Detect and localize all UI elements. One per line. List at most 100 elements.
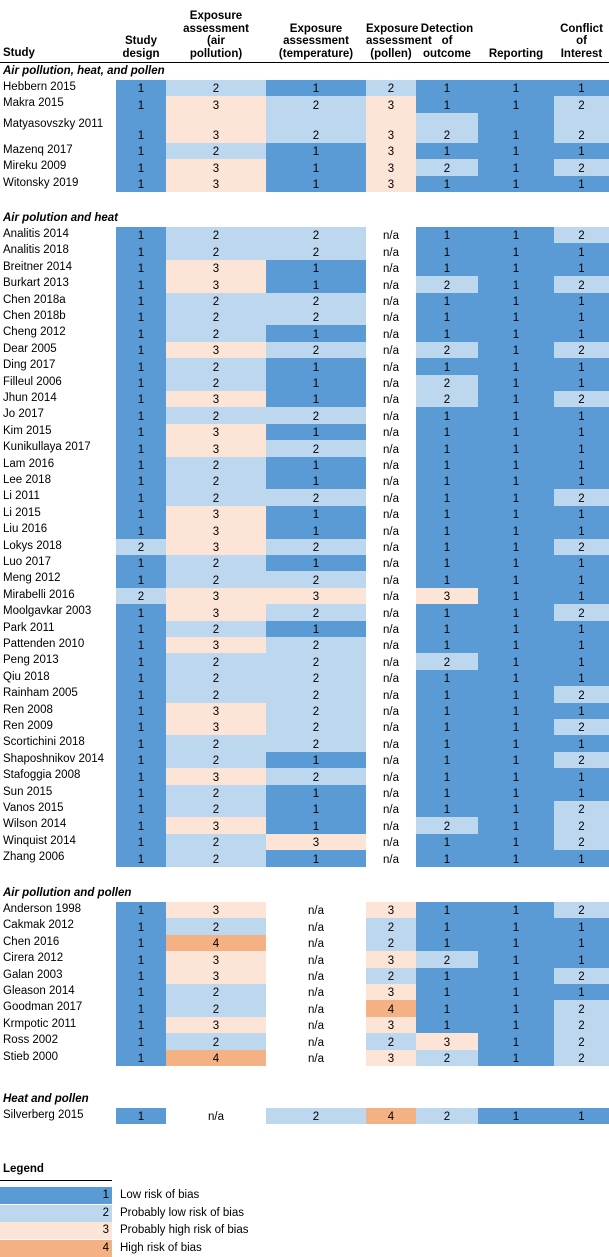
- table-cell: 2: [166, 686, 266, 703]
- table-cell: n/a: [266, 967, 366, 984]
- column-header: Study design: [116, 35, 166, 60]
- table-cell: 1: [116, 768, 166, 785]
- study-name: Li 2015: [3, 506, 41, 519]
- table-cell: n/a: [366, 440, 416, 457]
- table-cell: n/a: [266, 1049, 366, 1066]
- table-cell: 1: [116, 719, 166, 736]
- table-cell: 1: [116, 817, 166, 834]
- table-cell: 1: [416, 984, 478, 1001]
- table-cell: 2: [266, 243, 366, 260]
- table-cell: 1: [116, 967, 166, 984]
- table-cell: 1: [116, 325, 166, 342]
- table-cell: 1: [478, 801, 554, 818]
- study-name: Liu 2016: [3, 523, 48, 536]
- table-cell: n/a: [366, 456, 416, 473]
- table-cell: 1: [266, 80, 366, 97]
- table-cell: n/a: [166, 1108, 266, 1125]
- table-cell: 1: [478, 1000, 554, 1017]
- table-cell: 1: [266, 784, 366, 801]
- column-header-line: assessment: [366, 35, 432, 47]
- table-cell: 1: [266, 505, 366, 523]
- table-cell: 3: [166, 604, 266, 621]
- table-cell: n/a: [366, 407, 416, 424]
- table-cell: 1: [116, 341, 166, 359]
- study-name: Krmpotic 2011: [3, 1017, 77, 1030]
- table-cell: 1: [478, 620, 554, 637]
- table-cell: 1: [116, 1033, 166, 1050]
- table-cell: 2: [266, 653, 366, 670]
- table-cell: 1: [478, 850, 554, 867]
- table-cell: n/a: [366, 850, 416, 867]
- table-cell: 2: [366, 80, 416, 97]
- table-cell: 1: [266, 159, 366, 176]
- study-name: Matyasovszky 2011: [3, 117, 104, 130]
- table-cell: 2: [166, 784, 266, 801]
- table-cell: 1: [416, 309, 478, 326]
- table-cell: n/a: [266, 1000, 366, 1017]
- table-cell: 2: [366, 918, 416, 935]
- table-cell: 2: [266, 292, 366, 309]
- table-cell: 2: [166, 489, 266, 506]
- table-cell: 1: [478, 96, 554, 113]
- table-cell: 3: [166, 175, 266, 192]
- table-cell: 3: [166, 719, 266, 736]
- table-cell: 2: [266, 702, 366, 719]
- study-name: Lee 2018: [3, 474, 51, 486]
- table-cell: 2: [266, 604, 366, 621]
- table-cell: 2: [416, 391, 478, 408]
- table-cell: 1: [416, 637, 478, 654]
- table-cell: 2: [554, 967, 609, 984]
- table-cell: 1: [116, 142, 166, 160]
- table-cell: 1: [116, 227, 166, 244]
- table-cell: 2: [416, 341, 478, 359]
- table-cell: 1: [554, 620, 609, 637]
- table-cell: 1: [416, 259, 478, 277]
- table-cell: 1: [116, 735, 166, 752]
- column-header: Exposure assessment (pollen): [366, 23, 432, 61]
- column-header-line: outcome: [423, 47, 471, 60]
- column-header-line: assessment: [183, 22, 249, 35]
- table-cell: 1: [554, 784, 609, 801]
- table-cell: 1: [116, 391, 166, 408]
- table-cell: 2: [266, 637, 366, 654]
- table-cell: 2: [266, 407, 366, 424]
- table-cell: n/a: [366, 374, 416, 391]
- table-cell: 1: [416, 1000, 478, 1017]
- table-cell: 1: [478, 112, 554, 143]
- study-name: Rainham 2005: [3, 687, 78, 700]
- table-cell: 3: [166, 951, 266, 968]
- table-cell: 3: [266, 833, 366, 851]
- table-cell: 1: [416, 325, 478, 342]
- table-cell: 1: [554, 934, 609, 952]
- table-cell: 1: [116, 259, 166, 277]
- table-cell: 1: [478, 309, 554, 326]
- table-cell: 1: [116, 984, 166, 1001]
- legend-swatch: 1: [0, 1187, 112, 1204]
- table-cell: 1: [478, 456, 554, 473]
- table-cell: 1: [116, 686, 166, 703]
- table-cell: n/a: [366, 735, 416, 752]
- table-cell: 2: [366, 934, 416, 952]
- table-cell: 1: [116, 918, 166, 935]
- study-name: Ren 2008: [3, 703, 53, 716]
- table-cell: 1: [554, 309, 609, 326]
- table-cell: n/a: [366, 259, 416, 277]
- table-cell: 2: [166, 653, 266, 670]
- table-cell: 1: [478, 702, 554, 719]
- table-cell: 1: [478, 292, 554, 309]
- table-cell: 1: [554, 850, 609, 867]
- table-cell: 1: [266, 391, 366, 408]
- table-cell: 1: [266, 423, 366, 441]
- table-cell: 1: [416, 719, 478, 736]
- study-name: Cheng 2012: [3, 326, 66, 339]
- table-cell: 2: [166, 407, 266, 424]
- table-cell: 1: [554, 669, 609, 687]
- table-cell: 2: [166, 918, 266, 935]
- table-cell: 2: [166, 850, 266, 867]
- table-cell: 1: [266, 620, 366, 637]
- table-cell: n/a: [366, 587, 416, 605]
- table-cell: 3: [366, 951, 416, 968]
- table-cell: 2: [554, 227, 609, 244]
- table-cell: n/a: [366, 669, 416, 687]
- table-cell: 1: [478, 719, 554, 736]
